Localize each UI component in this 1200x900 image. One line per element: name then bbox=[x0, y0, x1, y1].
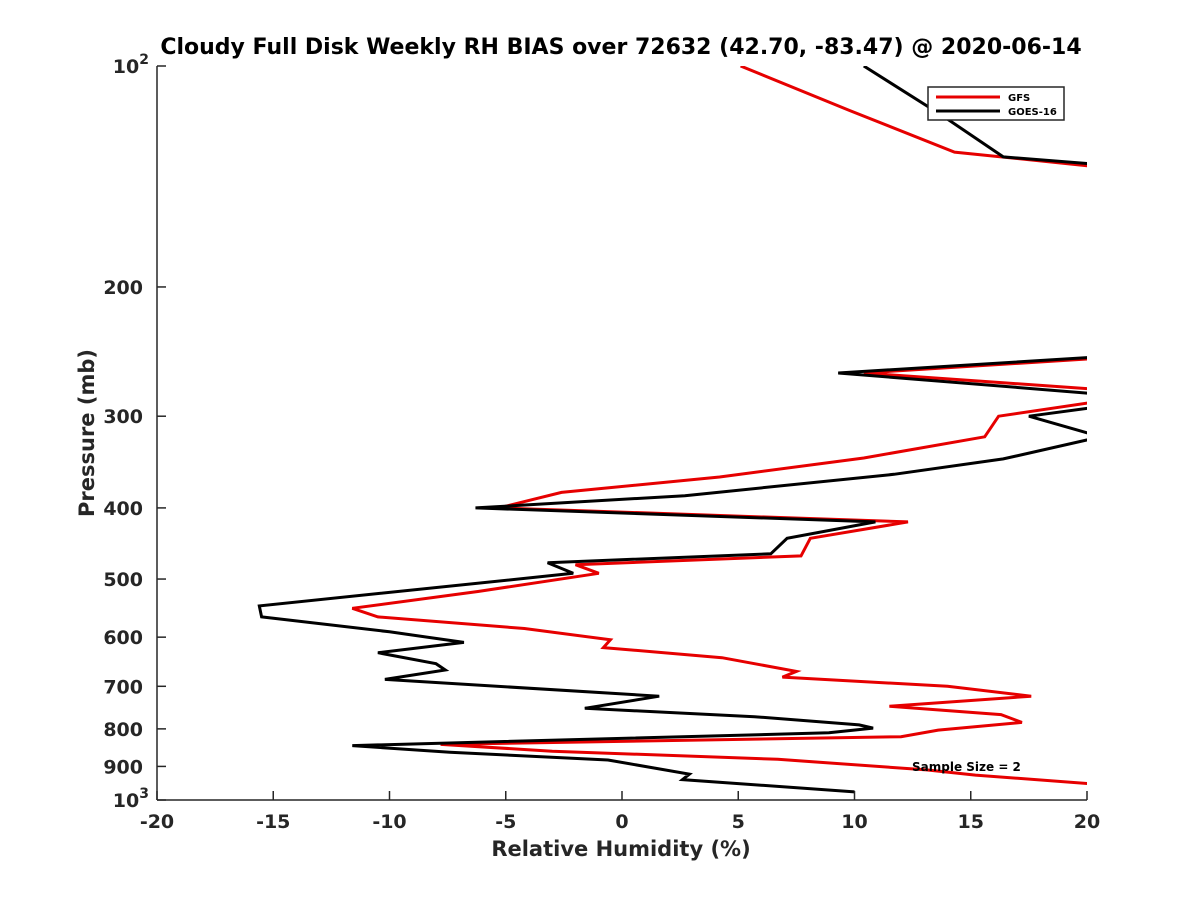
x-tick-label: -15 bbox=[256, 811, 290, 833]
legend-box bbox=[927, 86, 1065, 121]
x-axis-label: Relative Humidity (%) bbox=[491, 837, 750, 861]
y-tick-label: 700 bbox=[103, 676, 143, 698]
y-tick-label: 900 bbox=[103, 756, 143, 778]
legend-label: GFS bbox=[1008, 93, 1030, 104]
x-tick-label: -5 bbox=[495, 811, 516, 833]
y-tick-label: 500 bbox=[103, 569, 143, 591]
sample-size-annotation: Sample Size = 2 bbox=[912, 760, 1021, 774]
y-tick-label: 300 bbox=[103, 406, 143, 428]
x-tick-label: 20 bbox=[1074, 811, 1100, 833]
x-tick-label: 15 bbox=[958, 811, 984, 833]
x-tick-label: 10 bbox=[841, 811, 867, 833]
x-tick-label: 5 bbox=[732, 811, 745, 833]
y-tick-label: 200 bbox=[103, 277, 143, 299]
y-tick-label: 102 bbox=[113, 52, 149, 78]
x-tick-label: -10 bbox=[372, 811, 406, 833]
y-tick-label: 400 bbox=[103, 498, 143, 520]
y-tick-label: 103 bbox=[113, 786, 149, 812]
series-line-goes-16 bbox=[257, 66, 1087, 794]
axes-layer: -20 -15 -10 -5 0 5 10 15 20 102 200 300 400 500 600 700… bbox=[103, 52, 1100, 833]
legend: GFS GOES-16 bbox=[927, 86, 1065, 121]
y-tick-label: 800 bbox=[103, 719, 143, 741]
chart-title: Cloudy Full Disk Weekly RH BIAS over 726… bbox=[160, 35, 1081, 60]
x-tick-label: 0 bbox=[615, 811, 628, 833]
x-tick-label: -20 bbox=[140, 811, 174, 833]
y-axis-label: Pressure (mb) bbox=[75, 349, 99, 517]
legend-label: GOES-16 bbox=[1008, 107, 1057, 118]
series-line-gfs bbox=[351, 66, 1087, 786]
y-tick-label: 600 bbox=[103, 627, 143, 649]
series-layer bbox=[257, 66, 1087, 794]
